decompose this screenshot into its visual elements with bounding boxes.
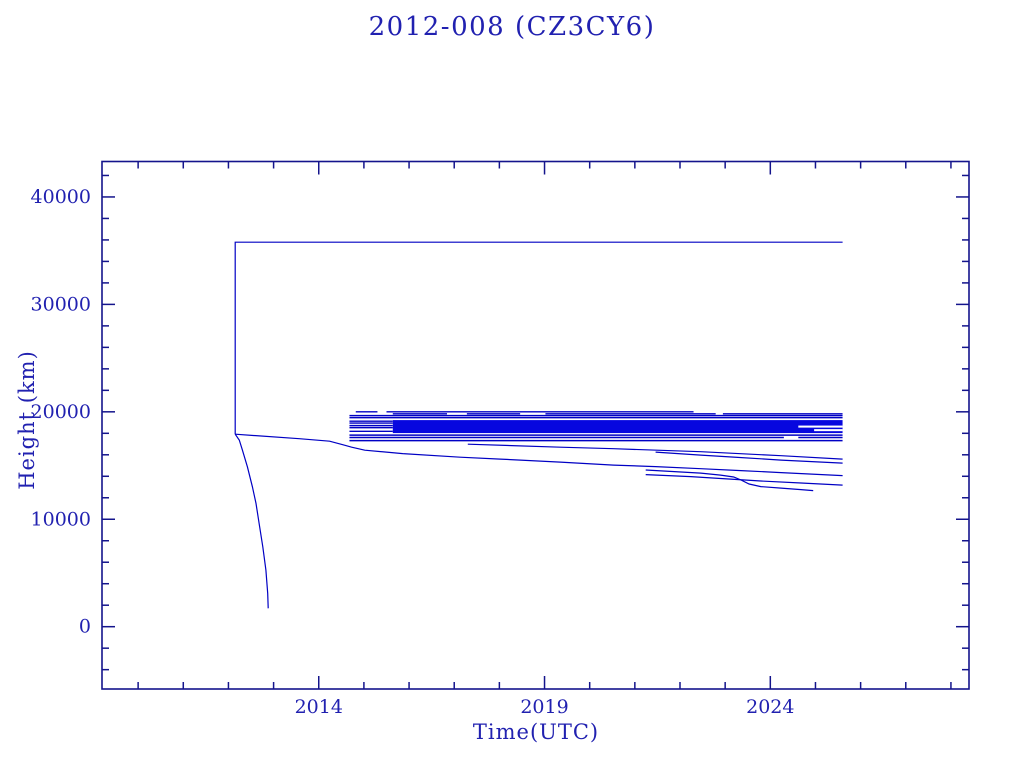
series-geo-satellite (234, 241, 843, 435)
y-tick-label: 20000 (31, 401, 91, 423)
x-tick-label: 2019 (520, 696, 568, 718)
chart-title: 2012-008 (CZ3CY6) (368, 12, 656, 42)
series-decay-c (645, 469, 814, 492)
series-decay-b (655, 451, 843, 464)
series-rocket-body-slow-decay (235, 433, 843, 477)
debris-band-gap (814, 429, 843, 432)
x-axis-label: Time(UTC) (472, 720, 600, 744)
x-tick-label: 2014 (295, 696, 343, 718)
y-tick-label: 0 (79, 616, 91, 638)
plot-frame (101, 160, 970, 690)
series-reentry-object (234, 433, 269, 609)
debris-band-fill (392, 420, 843, 434)
series-decay-a (467, 443, 843, 460)
y-tick-label: 10000 (31, 508, 91, 530)
series-decay-d (645, 474, 843, 486)
x-tick-label: 2024 (746, 696, 794, 718)
y-tick-label: 30000 (31, 293, 91, 315)
debris-band-gap (798, 425, 843, 428)
y-tick-label: 40000 (31, 186, 91, 208)
